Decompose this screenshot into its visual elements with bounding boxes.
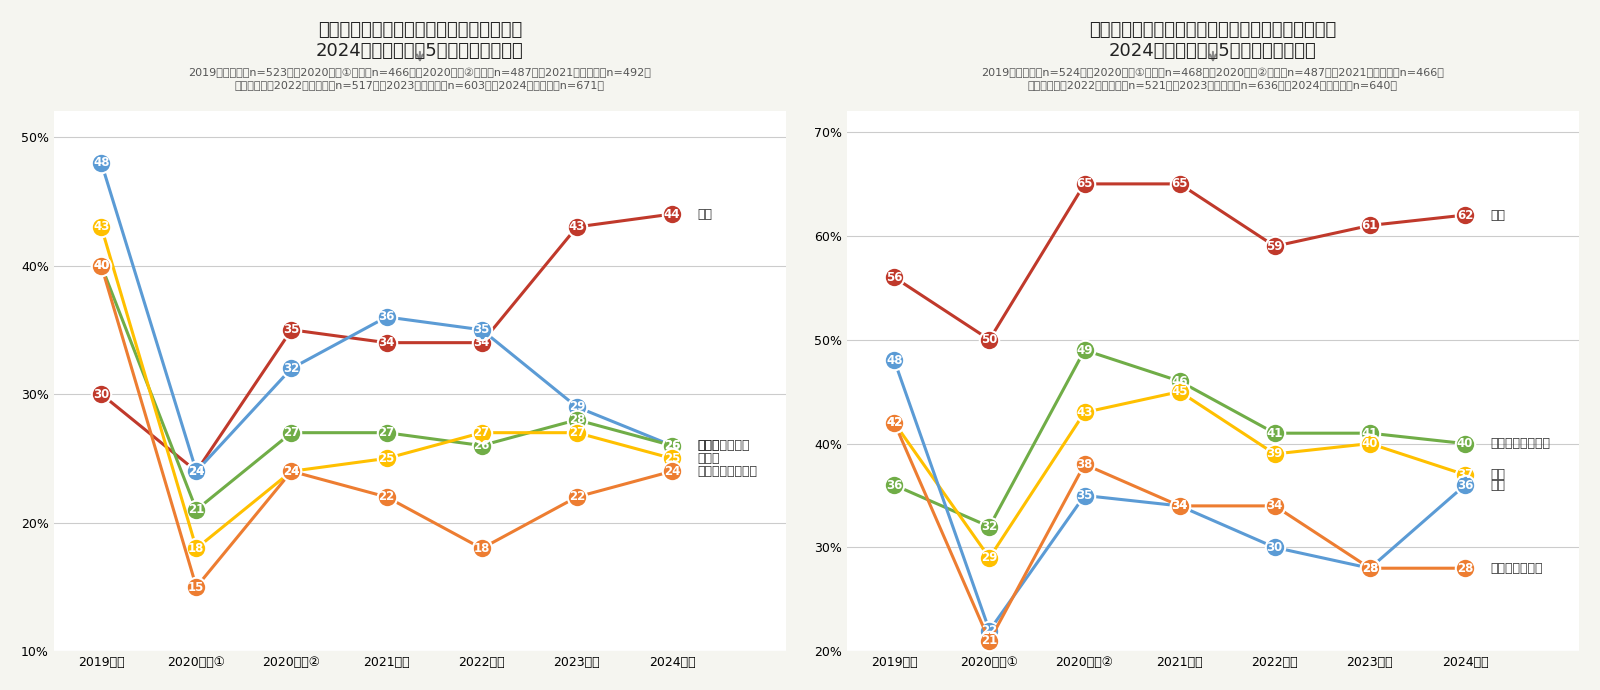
Text: 26: 26 — [664, 439, 680, 452]
Text: 21: 21 — [189, 503, 205, 516]
Text: 24: 24 — [189, 465, 205, 477]
Text: 45: 45 — [1171, 385, 1187, 398]
Text: 24: 24 — [189, 465, 205, 477]
Text: 24: 24 — [283, 465, 299, 477]
Text: 36: 36 — [886, 479, 902, 491]
Text: 36: 36 — [1458, 479, 1474, 491]
Text: 29: 29 — [981, 551, 998, 564]
Text: 39: 39 — [1267, 447, 1283, 460]
Text: 34: 34 — [379, 336, 395, 349]
Text: 36: 36 — [379, 310, 395, 324]
Text: 41: 41 — [1267, 426, 1283, 440]
Text: 28: 28 — [1362, 562, 1378, 575]
Text: 22: 22 — [568, 491, 586, 504]
Text: 韓国: 韓国 — [1490, 469, 1506, 481]
Text: オーストラリア: オーストラリア — [1490, 562, 1542, 575]
Text: 日本: 日本 — [1490, 208, 1506, 221]
Text: 42: 42 — [886, 416, 902, 429]
Text: 22: 22 — [981, 624, 997, 637]
Text: 15: 15 — [189, 580, 205, 593]
Text: 30: 30 — [93, 388, 109, 401]
Text: 43: 43 — [568, 220, 586, 233]
Text: 24: 24 — [664, 465, 680, 477]
Text: 40: 40 — [1362, 437, 1378, 450]
Text: 46: 46 — [1171, 375, 1187, 388]
Text: 41: 41 — [1362, 426, 1378, 440]
Text: 日本: 日本 — [698, 208, 712, 221]
Text: 35: 35 — [474, 324, 490, 336]
Text: 43: 43 — [93, 220, 109, 233]
Title: 韓国居住者が次に観光旅行したい国・地域
2024年度調査上位5ヶ国・地域の推移: 韓国居住者が次に観光旅行したい国・地域 2024年度調査上位5ヶ国・地域の推移 — [317, 21, 523, 59]
Text: 27: 27 — [283, 426, 299, 440]
Text: 34: 34 — [474, 336, 490, 349]
Text: 34: 34 — [1171, 500, 1187, 513]
Text: 26: 26 — [664, 439, 680, 452]
Text: 40: 40 — [93, 259, 109, 272]
Text: 48: 48 — [886, 354, 902, 367]
Text: 25: 25 — [379, 452, 395, 465]
Text: 35: 35 — [1077, 489, 1093, 502]
Text: ハワイ: ハワイ — [698, 439, 720, 452]
Text: 44: 44 — [664, 208, 680, 221]
Text: 27: 27 — [474, 426, 490, 440]
Text: 34: 34 — [1267, 500, 1283, 513]
Text: 32: 32 — [283, 362, 299, 375]
Text: 28: 28 — [1458, 562, 1474, 575]
Text: スイス: スイス — [698, 452, 720, 465]
Text: 38: 38 — [1077, 458, 1093, 471]
Text: 30: 30 — [1267, 541, 1283, 554]
Text: 61: 61 — [1362, 219, 1378, 232]
Text: 27: 27 — [568, 426, 586, 440]
Text: ニュージーランド: ニュージーランド — [1490, 437, 1550, 450]
Text: 24: 24 — [283, 465, 299, 477]
Text: 40: 40 — [93, 259, 109, 272]
Text: 25: 25 — [664, 452, 680, 465]
Text: 65: 65 — [1171, 177, 1187, 190]
Text: 62: 62 — [1458, 208, 1474, 221]
Text: 28: 28 — [568, 413, 586, 426]
Text: 2019年度調査（n=523）　2020年度①調査（n=466）　2020年度②調査（n=487）　2021年度調査（n=492）
　　　　　　2022年度調査: 2019年度調査（n=523） 2020年度①調査（n=466） 2020年度②… — [189, 68, 651, 90]
Text: 28: 28 — [1362, 562, 1378, 575]
Text: 48: 48 — [93, 156, 109, 169]
Text: 34: 34 — [1171, 500, 1187, 513]
Text: ニュージーランド: ニュージーランド — [698, 465, 757, 477]
Text: 29: 29 — [568, 400, 586, 413]
Text: 21: 21 — [981, 634, 997, 647]
Title: シンガポール居住者が次に観光旅行したい国・地域
2024年度調査上位5ヶ国・地域の推移: シンガポール居住者が次に観光旅行したい国・地域 2024年度調査上位5ヶ国・地域… — [1090, 21, 1336, 59]
Text: 26: 26 — [474, 439, 490, 452]
Text: 22: 22 — [379, 491, 395, 504]
Text: 2019年度調査（n=524）　2020年度①調査（n=468）　2020年度②調査（n=487）　2021年度調査（n=466）
　　　　　　2022年度調査: 2019年度調査（n=524） 2020年度①調査（n=468） 2020年度②… — [981, 68, 1445, 90]
Text: 27: 27 — [379, 426, 395, 440]
Text: 40: 40 — [1458, 437, 1474, 450]
Text: 台湾: 台湾 — [1490, 479, 1506, 491]
Text: 56: 56 — [886, 271, 902, 284]
Text: オーストラリア: オーストラリア — [698, 439, 749, 452]
Text: 49: 49 — [1077, 344, 1093, 357]
Text: 35: 35 — [283, 324, 299, 336]
Text: 37: 37 — [1458, 469, 1474, 481]
Text: 43: 43 — [1077, 406, 1093, 419]
Text: 59: 59 — [1267, 239, 1283, 253]
Text: 18: 18 — [189, 542, 205, 555]
Text: 32: 32 — [981, 520, 997, 533]
Text: 50: 50 — [981, 333, 998, 346]
Text: 42: 42 — [886, 416, 902, 429]
Text: 18: 18 — [474, 542, 490, 555]
Text: 65: 65 — [1077, 177, 1093, 190]
